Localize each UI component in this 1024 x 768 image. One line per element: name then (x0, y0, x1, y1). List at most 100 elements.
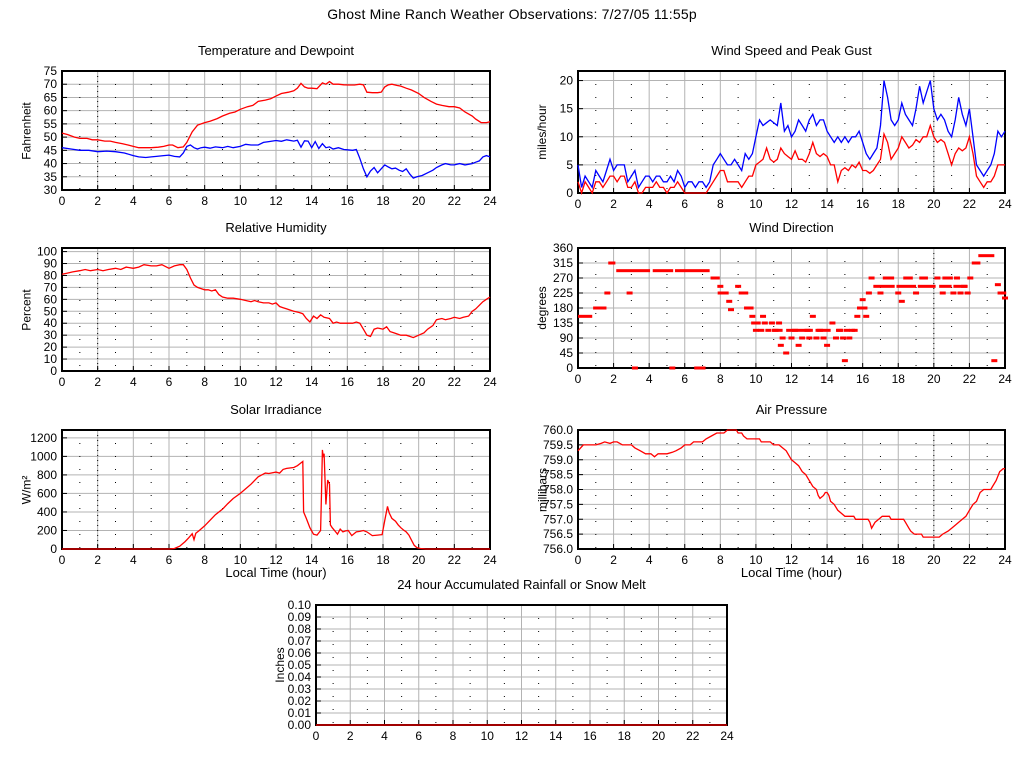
svg-text:14: 14 (549, 729, 563, 743)
svg-text:6: 6 (166, 553, 173, 567)
svg-text:756.0: 756.0 (543, 542, 573, 556)
svg-text:0: 0 (566, 361, 573, 375)
svg-text:0: 0 (566, 186, 573, 200)
svg-text:758.0: 758.0 (543, 483, 573, 497)
svg-text:10: 10 (481, 729, 495, 743)
svg-text:0: 0 (59, 553, 66, 567)
svg-text:0.04: 0.04 (288, 670, 312, 684)
svg-text:20: 20 (652, 729, 666, 743)
svg-text:6: 6 (681, 197, 688, 211)
svg-text:15: 15 (560, 102, 574, 116)
svg-text:2: 2 (94, 194, 101, 208)
svg-text:6: 6 (166, 375, 173, 389)
chart-title: Wind Direction (749, 220, 834, 235)
svg-text:6: 6 (415, 729, 422, 743)
svg-text:10: 10 (749, 553, 763, 567)
svg-text:757.0: 757.0 (543, 512, 573, 526)
svg-text:65: 65 (44, 90, 58, 104)
svg-text:18: 18 (376, 194, 390, 208)
svg-text:8: 8 (717, 197, 724, 211)
svg-text:757.5: 757.5 (543, 497, 573, 511)
svg-text:0: 0 (575, 372, 582, 386)
svg-text:100: 100 (37, 245, 57, 259)
svg-text:8: 8 (717, 553, 724, 567)
svg-text:1000: 1000 (30, 449, 57, 463)
svg-text:756.5: 756.5 (543, 527, 573, 541)
svg-text:4: 4 (646, 197, 653, 211)
svg-text:5: 5 (566, 158, 573, 172)
svg-text:12: 12 (269, 194, 283, 208)
svg-text:10: 10 (749, 372, 763, 386)
svg-text:50: 50 (44, 130, 58, 144)
svg-text:18: 18 (376, 553, 390, 567)
svg-text:18: 18 (618, 729, 632, 743)
svg-text:2: 2 (610, 372, 617, 386)
svg-text:760.0: 760.0 (543, 423, 573, 437)
svg-text:16: 16 (856, 372, 870, 386)
svg-text:12: 12 (785, 372, 799, 386)
svg-text:4: 4 (646, 372, 653, 386)
svg-text:45: 45 (560, 346, 574, 360)
svg-text:24: 24 (483, 375, 497, 389)
svg-text:20: 20 (412, 553, 426, 567)
svg-text:600: 600 (37, 486, 57, 500)
svg-text:22: 22 (448, 194, 462, 208)
svg-text:2: 2 (610, 197, 617, 211)
svg-text:0.00: 0.00 (288, 718, 312, 732)
svg-text:75: 75 (44, 64, 58, 78)
svg-text:90: 90 (44, 257, 58, 271)
svg-text:14: 14 (820, 553, 834, 567)
temperature-dewpoint-chart: Temperature and Dewpoint Fahrenheit 30 35… (4, 41, 502, 216)
chart-title: Air Pressure (755, 402, 828, 417)
svg-text:10: 10 (234, 375, 248, 389)
svg-text:12: 12 (515, 729, 529, 743)
svg-text:270: 270 (553, 271, 573, 285)
svg-text:4: 4 (130, 194, 137, 208)
svg-text:22: 22 (686, 729, 700, 743)
svg-text:0: 0 (59, 194, 66, 208)
svg-text:800: 800 (37, 468, 57, 482)
svg-text:20: 20 (927, 197, 941, 211)
svg-text:6: 6 (681, 553, 688, 567)
rainfall-plot: 0.000.010.020.030.040.050.060.070.080.09… (288, 598, 734, 743)
svg-text:0.02: 0.02 (288, 694, 312, 708)
svg-text:4: 4 (130, 553, 137, 567)
svg-text:758.5: 758.5 (543, 468, 573, 482)
svg-text:20: 20 (412, 194, 426, 208)
wind-direction-chart: Wind Direction degrees 0 45 90 135 180 225 270… (520, 218, 1017, 394)
svg-text:1200: 1200 (30, 431, 57, 445)
svg-text:759.0: 759.0 (543, 453, 573, 467)
svg-text:360: 360 (553, 241, 573, 255)
svg-text:16: 16 (856, 197, 870, 211)
svg-text:14: 14 (305, 553, 319, 567)
svg-text:12: 12 (785, 553, 799, 567)
air-pressure-plot: 756.0756.5757.0757.5758.0758.5759.0759.5… (543, 423, 1012, 567)
chart-title: Relative Humidity (225, 220, 327, 235)
svg-text:55: 55 (44, 117, 58, 131)
chart-title: 24 hour Accumulated Rainfall or Snow Mel… (397, 577, 646, 592)
svg-text:70: 70 (44, 77, 58, 91)
svg-text:18: 18 (892, 553, 906, 567)
svg-text:22: 22 (448, 553, 462, 567)
svg-text:200: 200 (37, 523, 57, 537)
svg-text:30: 30 (44, 183, 58, 197)
svg-text:0.03: 0.03 (288, 682, 312, 696)
svg-text:6: 6 (166, 194, 173, 208)
svg-text:20: 20 (560, 74, 574, 88)
wind-speed-gust-chart: Wind Speed and Peak Gust miles/hour 0 5 10… (520, 41, 1017, 219)
chart-title: Wind Speed and Peak Gust (711, 43, 872, 58)
svg-text:45: 45 (44, 143, 58, 157)
svg-text:16: 16 (856, 553, 870, 567)
svg-text:60: 60 (44, 292, 58, 306)
svg-text:8: 8 (201, 375, 208, 389)
svg-text:2: 2 (94, 375, 101, 389)
svg-text:400: 400 (37, 505, 57, 519)
svg-text:16: 16 (341, 553, 355, 567)
rainfall-chart: 24 hour Accumulated Rainfall or Snow Mel… (258, 575, 739, 751)
svg-text:20: 20 (44, 340, 58, 354)
